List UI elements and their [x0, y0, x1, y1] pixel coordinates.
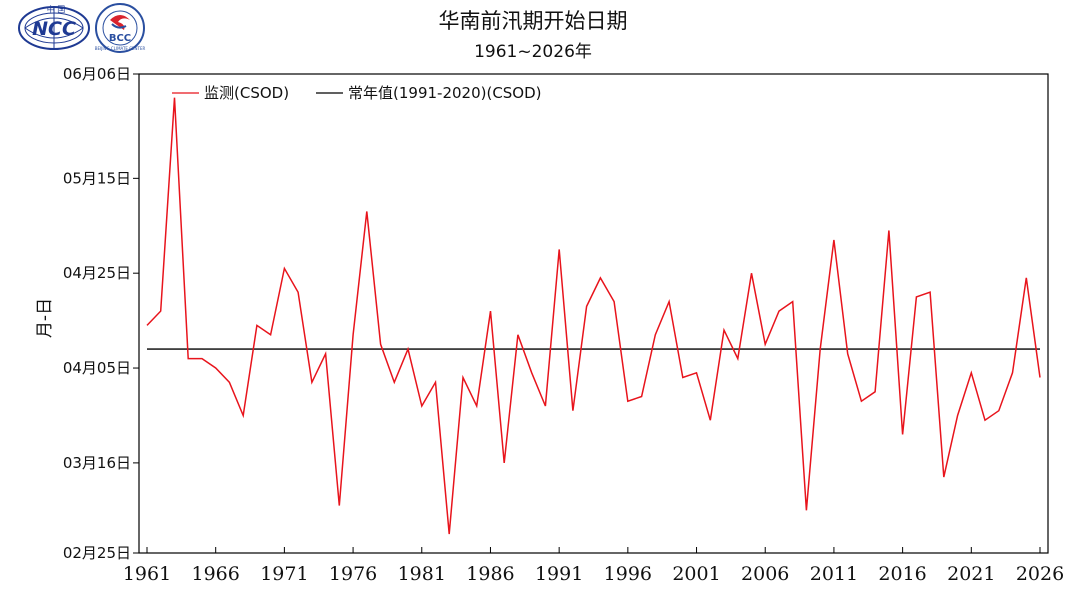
- chart-subtitle: 1961~2026年: [474, 42, 592, 62]
- x-tick-label: 2006: [741, 563, 789, 585]
- x-tick-label: 2016: [878, 563, 926, 585]
- y-tick-label: 02月25日: [63, 544, 131, 562]
- x-tick-label: 1981: [398, 563, 446, 585]
- bcc-logo-ring-text: BEIJING CLIMATE CENTER: [95, 46, 146, 51]
- x-tick-label: 1986: [466, 563, 514, 585]
- y-tick-label: 04月05日: [63, 359, 131, 377]
- y-tick-label: 06月06日: [63, 65, 131, 83]
- ncc-logo: 中 国 NCC: [18, 4, 90, 50]
- y-axis-label: 月-日: [35, 298, 55, 338]
- x-tick-label: 2001: [672, 563, 720, 585]
- legend-label-monitoring: 监测(CSOD): [204, 84, 289, 102]
- x-tick-label: 2021: [947, 563, 995, 585]
- x-tick-label: 1991: [535, 563, 583, 585]
- monitoring-series-line: [146, 97, 1041, 535]
- y-tick-label: 03月16日: [63, 454, 131, 472]
- x-tick-label: 2011: [810, 563, 858, 585]
- series-layer: [146, 97, 1041, 535]
- x-tick-label: 1961: [123, 563, 171, 585]
- y-tick-label: 04月25日: [63, 264, 131, 282]
- x-axis-ticks: 1961 1966 1971 1976 1981 1986 1991 1996 2001 2006…: [123, 547, 1064, 585]
- plot-frame: [138, 73, 1049, 554]
- y-tick-label: 05月15日: [63, 169, 131, 187]
- ncc-logo-top-text: 中 国: [47, 4, 66, 14]
- bcc-logo: BCC BEIJING CLIMATE CENTER: [95, 3, 146, 53]
- bcc-logo-text: BCC: [109, 33, 131, 44]
- x-tick-label: 1976: [329, 563, 377, 585]
- legend: 监测(CSOD) 常年值(1991-2020)(CSOD): [172, 84, 542, 102]
- x-tick-label: 1971: [260, 563, 308, 585]
- x-tick-label: 1966: [192, 563, 240, 585]
- y-axis-ticks: 02月25日 03月16日 04月05日 04月25日 05月15日 06月06日: [63, 65, 139, 562]
- legend-label-normal: 常年值(1991-2020)(CSOD): [348, 84, 542, 102]
- ncc-logo-text: NCC: [32, 18, 76, 40]
- x-tick-label: 2026: [1016, 563, 1064, 585]
- x-tick-label: 1996: [604, 563, 652, 585]
- chart-title: 华南前汛期开始日期: [439, 9, 628, 33]
